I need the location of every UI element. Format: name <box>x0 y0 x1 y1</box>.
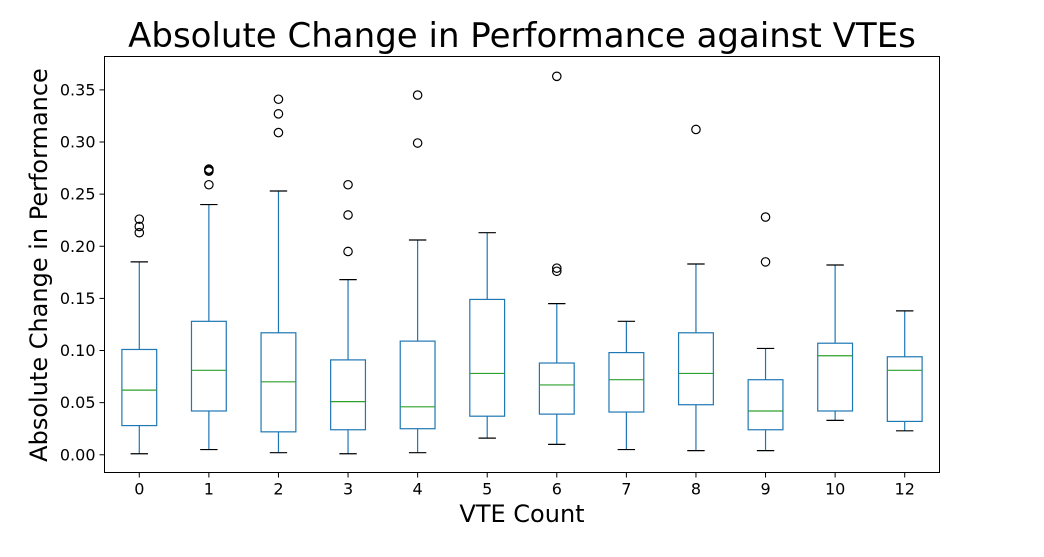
box-2 <box>260 94 297 454</box>
box-12 <box>886 310 923 432</box>
outlier-point <box>412 90 423 100</box>
iqr-box <box>817 342 854 412</box>
y-tick-label: 0.25 <box>60 185 96 204</box>
boxes-group <box>121 71 923 455</box>
x-tick-label: 7 <box>621 480 631 499</box>
y-tick-label: 0.05 <box>60 393 96 412</box>
iqr-box <box>677 332 714 406</box>
x-tick-label: 0 <box>134 480 144 499</box>
outlier-point <box>343 210 353 220</box>
outlier-point <box>760 212 771 222</box>
outlier-point <box>273 94 284 105</box>
x-axis: 0 1 2 3 4 5 6 7 8 9 10 12 <box>134 472 915 499</box>
y-axis: 0.00 0.05 0.10 0.15 0.20 0.25 0.30 0.35 <box>60 80 105 464</box>
iqr-box <box>330 359 367 431</box>
iqr-box <box>886 356 923 423</box>
box-0 <box>121 214 158 455</box>
outlier-point <box>691 124 701 135</box>
y-tick-label: 0.15 <box>60 289 96 308</box>
outlier-point <box>551 266 562 277</box>
iqr-box <box>469 298 506 417</box>
x-tick-label: 2 <box>273 480 283 499</box>
x-tick-label: 12 <box>895 480 915 499</box>
chart-title: Absolute Change in Performance against V… <box>128 16 916 56</box>
outlier-point <box>412 138 423 148</box>
box-10 <box>817 264 854 421</box>
x-tick-label: 3 <box>343 480 353 499</box>
outlier-point <box>134 227 145 238</box>
box-9 <box>747 212 784 452</box>
box-4 <box>399 90 436 454</box>
box-8 <box>677 124 714 452</box>
box-5 <box>469 232 506 439</box>
outlier-point <box>204 164 214 174</box>
outlier-point <box>273 127 284 138</box>
iqr-box <box>538 362 575 415</box>
y-tick-label: 0.30 <box>60 132 96 151</box>
x-tick-label: 10 <box>825 480 845 499</box>
outlier-point <box>760 257 771 267</box>
outlier-point <box>343 179 353 190</box>
iqr-box <box>747 379 784 431</box>
iqr-box <box>190 320 227 412</box>
plot-area-frame <box>104 56 940 473</box>
x-tick-label: 1 <box>204 480 214 499</box>
x-tick-label: 5 <box>482 480 492 499</box>
y-tick-label: 0.10 <box>60 341 96 360</box>
x-tick-label: 6 <box>552 480 562 499</box>
box-3 <box>330 179 367 455</box>
iqr-box <box>399 340 436 430</box>
y-tick-label: 0.20 <box>60 237 96 256</box>
x-tick-label: 8 <box>691 480 701 499</box>
box-6 <box>538 71 575 445</box>
box-1 <box>190 164 227 451</box>
outlier-point <box>551 263 562 273</box>
iqr-box <box>121 348 158 427</box>
outlier-point <box>204 179 214 190</box>
y-tick-label: 0.35 <box>60 80 96 99</box>
iqr-box <box>608 352 645 413</box>
x-tick-label: 4 <box>413 480 423 499</box>
x-tick-label: 9 <box>760 480 770 499</box>
outlier-point <box>343 246 353 257</box>
y-tick-label: 0.00 <box>60 445 96 464</box>
outlier-point <box>551 71 562 82</box>
box-7 <box>608 320 645 451</box>
y-axis-label: Absolute Change in Performance <box>25 68 53 462</box>
outlier-point <box>134 214 145 224</box>
outlier-point <box>134 221 145 232</box>
outlier-point <box>273 109 284 119</box>
x-axis-label: VTE Count <box>459 500 584 528</box>
